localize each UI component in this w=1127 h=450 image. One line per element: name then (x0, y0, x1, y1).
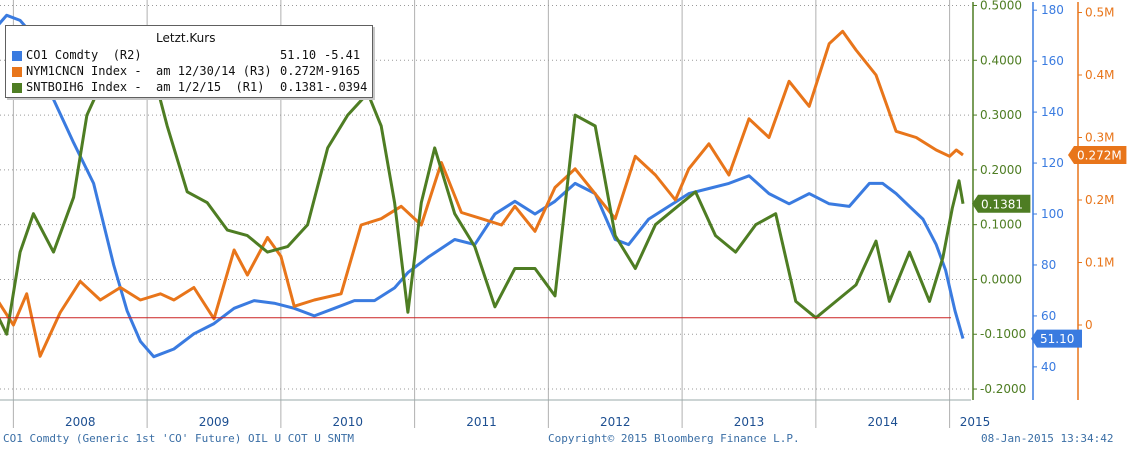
legend-swatch-co1 (12, 51, 22, 61)
axis-label-R1: -0.1000 (980, 327, 1026, 341)
axis-label-R1: 0.4000 (980, 53, 1022, 67)
legend-last-snt: 0.1381 (280, 80, 324, 94)
axis-label-R3: 0.2M (1085, 193, 1114, 207)
x-tick-label: 2014 (867, 415, 898, 429)
x-tick-label: 2010 (332, 415, 363, 429)
axis-label-R2: 140 (1041, 105, 1064, 119)
legend-name-snt: SNTBOIH6 Index - am 1/2/15 (R1) (26, 80, 265, 94)
axis-label-R1: 0.0000 (980, 272, 1022, 286)
axis-label-R2: 120 (1041, 156, 1064, 170)
footer-timestamp: 08-Jan-2015 13:34:42 (981, 432, 1114, 445)
legend-box[interactable]: Letzt.Kurs CO1 Comdty (R2) 51.10 -5.41 N… (5, 25, 373, 98)
axis-label-R3: 0.1M (1085, 256, 1114, 270)
legend-name-nym: NYM1CNCN Index - am 12/30/14 (R3) (26, 64, 272, 78)
x-tick-label: 2011 (466, 415, 497, 429)
x-tick-label: 2015 (960, 415, 991, 429)
x-tick-label: 2008 (65, 415, 96, 429)
x-tick-label: 2013 (734, 415, 765, 429)
axis-label-R1: 0.5000 (980, 0, 1022, 12)
legend-change-nym: -9165 (324, 64, 361, 78)
axis-label-R2: 80 (1041, 258, 1056, 272)
x-tick-label: 2009 (199, 415, 230, 429)
axis-label-R2: 60 (1041, 309, 1056, 323)
axis-label-R2: 180 (1041, 3, 1064, 17)
legend-change-co1: -5.41 (324, 48, 361, 62)
axis-label-R2: 40 (1041, 360, 1056, 374)
axis-label-R1: 0.2000 (980, 163, 1022, 177)
legend-title: Letzt.Kurs (156, 31, 216, 45)
axis-label-R1: -0.2000 (980, 382, 1026, 396)
axis-label-R1: 0.3000 (980, 108, 1022, 122)
footer-copyright: Copyright© 2015 Bloomberg Finance L.P. (548, 432, 800, 445)
value-tag-bg (1068, 146, 1127, 164)
legend-row-nym[interactable]: NYM1CNCN Index - am 12/30/14 (R3) 0.272M… (12, 64, 368, 80)
legend-row-co1[interactable]: CO1 Comdty (R2) 51.10 -5.41 (12, 48, 368, 64)
axis-label-R3: 0 (1085, 318, 1093, 332)
footer-description: CO1 Comdty (Generic 1st 'CO' Future) OIL… (3, 432, 354, 445)
axis-label-R3: 0.5M (1085, 6, 1114, 20)
axis-label-R3: 0.4M (1085, 68, 1114, 82)
legend-row-snt[interactable]: SNTBOIH6 Index - am 1/2/15 (R1) 0.1381 -… (12, 80, 368, 96)
legend-last-co1: 51.10 (280, 48, 317, 62)
legend-swatch-snt (12, 83, 22, 93)
legend-last-nym: 0.272M (280, 64, 324, 78)
value-tag-label: 0.272M (1077, 149, 1122, 163)
legend-name-co1: CO1 Comdty (R2) (26, 48, 142, 62)
axis-label-R2: 160 (1041, 54, 1064, 68)
axes-layer: 2008 2009 2010 2011 2012 2013 2014 2015 0.5000 0.… (65, 0, 1114, 429)
last-value-tags: 0.272M 0.1381 51.10 (972, 146, 1127, 348)
legend-swatch-nym (12, 67, 22, 77)
axis-label-R3: 0.3M (1085, 131, 1114, 145)
axis-label-R2: 100 (1041, 207, 1064, 221)
x-tick-label: 2012 (600, 415, 631, 429)
value-tag-bg (972, 194, 1031, 213)
value-tag-label: 0.1381 (981, 197, 1023, 211)
legend-change-snt: -.0394 (324, 80, 368, 94)
value-tag-label: 51.10 (1040, 332, 1074, 346)
axis-label-R1: 0.1000 (980, 218, 1022, 232)
value-tag-bg (1031, 329, 1082, 348)
series-line-nym (0, 29, 964, 358)
series-line-co1 (0, 13, 965, 359)
